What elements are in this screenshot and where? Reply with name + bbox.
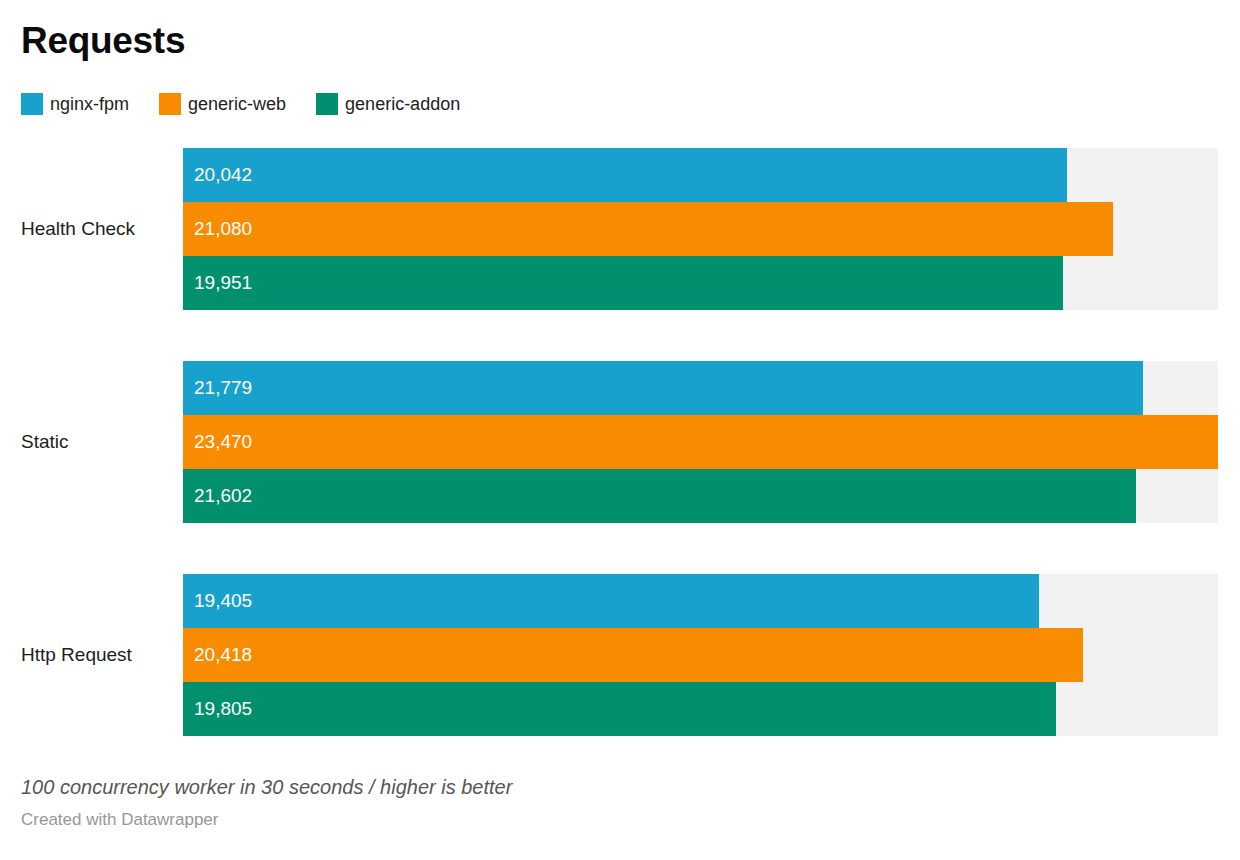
chart-note: 100 concurrency worker in 30 seconds / h… xyxy=(21,774,1218,800)
legend-swatch-nginx-fpm xyxy=(21,93,43,115)
bar-value-label: 19,951 xyxy=(183,272,252,294)
legend-label: nginx-fpm xyxy=(50,93,129,115)
bar-track: 23,470 xyxy=(183,415,1218,469)
datawrapper-attribution: Created with Datawrapper xyxy=(21,809,1218,831)
bar-nginx-fpm: 20,042 xyxy=(183,148,1067,202)
bar-value-label: 19,805 xyxy=(183,698,252,720)
bar-nginx-fpm: 19,405 xyxy=(183,574,1039,628)
bar-group-tracks: 20,042 21,080 19,951 xyxy=(183,148,1218,310)
category-label: Http Request xyxy=(21,574,183,736)
bar-generic-addon: 19,805 xyxy=(183,682,1056,736)
bar-generic-addon: 19,951 xyxy=(183,256,1063,310)
bar-track: 21,080 xyxy=(183,202,1218,256)
bar-track: 21,779 xyxy=(183,361,1218,415)
bar-track: 19,805 xyxy=(183,682,1218,736)
bar-group: Http Request19,405 20,418 19,805 xyxy=(21,574,1218,736)
bar-track: 21,602 xyxy=(183,469,1218,523)
legend-item-generic-addon: generic-addon xyxy=(316,93,460,115)
bar-track: 20,042 xyxy=(183,148,1218,202)
legend-swatch-generic-addon xyxy=(316,93,338,115)
bar-value-label: 21,602 xyxy=(183,485,252,507)
legend-item-nginx-fpm: nginx-fpm xyxy=(21,93,129,115)
category-label: Static xyxy=(21,361,183,523)
legend-label: generic-addon xyxy=(345,93,460,115)
legend: nginx-fpm generic-web generic-addon xyxy=(21,92,1218,116)
bar-track: 20,418 xyxy=(183,628,1218,682)
bar-group-tracks: 21,779 23,470 21,602 xyxy=(183,361,1218,523)
legend-item-generic-web: generic-web xyxy=(159,93,286,115)
bar-chart: Health Check20,042 21,080 19,951 Static21,7… xyxy=(21,148,1218,736)
bar-value-label: 21,779 xyxy=(183,377,252,399)
bar-generic-web: 21,080 xyxy=(183,202,1113,256)
bar-generic-addon: 21,602 xyxy=(183,469,1136,523)
bar-value-label: 23,470 xyxy=(183,431,252,453)
bar-generic-web: 23,470 xyxy=(183,415,1218,469)
page-title: Requests xyxy=(21,18,1218,64)
bar-group: Health Check20,042 21,080 19,951 xyxy=(21,148,1218,310)
bar-group: Static21,779 23,470 21,602 xyxy=(21,361,1218,523)
bar-track: 19,405 xyxy=(183,574,1218,628)
legend-label: generic-web xyxy=(188,93,286,115)
legend-swatch-generic-web xyxy=(159,93,181,115)
chart-container: Requests nginx-fpm generic-web generic-add… xyxy=(0,0,1240,860)
bar-nginx-fpm: 21,779 xyxy=(183,361,1143,415)
bar-track: 19,951 xyxy=(183,256,1218,310)
bar-value-label: 20,042 xyxy=(183,164,252,186)
category-label: Health Check xyxy=(21,148,183,310)
bar-generic-web: 20,418 xyxy=(183,628,1083,682)
bar-value-label: 21,080 xyxy=(183,218,252,240)
bar-value-label: 19,405 xyxy=(183,590,252,612)
bar-group-tracks: 19,405 20,418 19,805 xyxy=(183,574,1218,736)
bar-value-label: 20,418 xyxy=(183,644,252,666)
